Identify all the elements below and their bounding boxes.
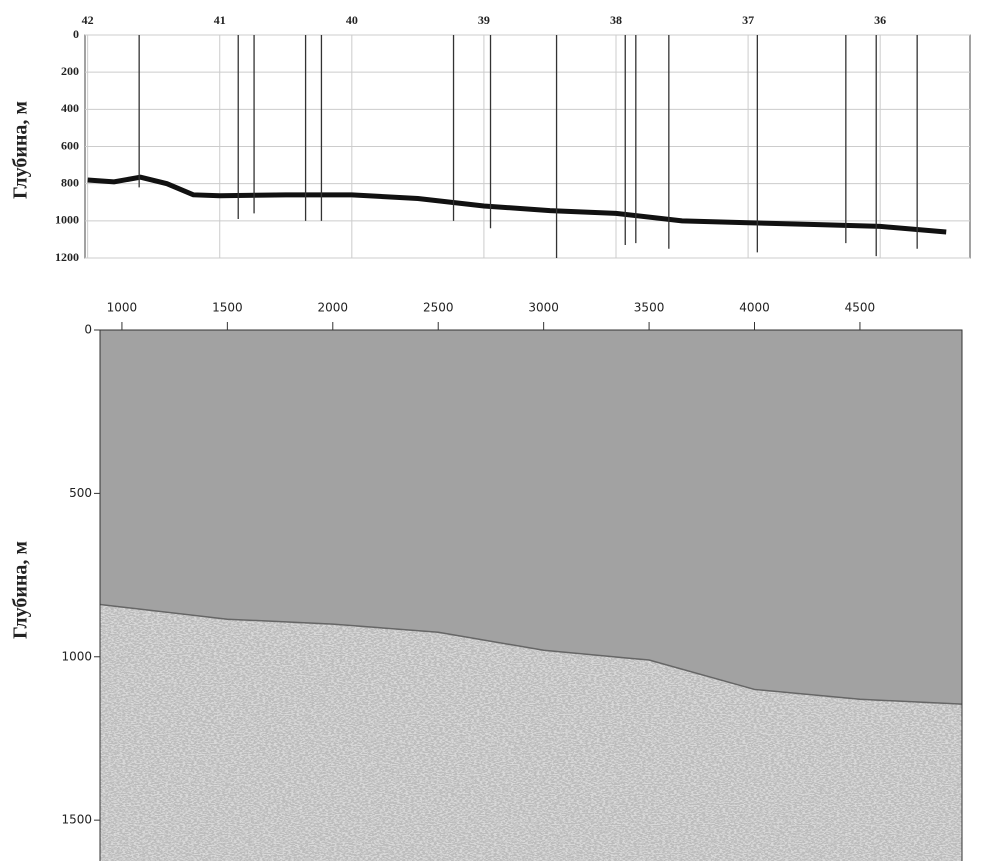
x-tick-label: 41 bbox=[214, 13, 226, 27]
x-tick-label: 37 bbox=[742, 13, 754, 27]
x-tick-label: 40 bbox=[346, 13, 358, 27]
x-tick-label: 38 bbox=[610, 13, 622, 27]
x-tick-label: 1500 bbox=[212, 301, 243, 315]
x-tick-label: 4500 bbox=[845, 301, 876, 315]
depth-line bbox=[87, 174, 947, 235]
x-tick-label: 4000 bbox=[739, 301, 770, 315]
y-tick-label: 0 bbox=[73, 27, 79, 41]
y-axis-label: Глубина, м bbox=[10, 541, 32, 639]
x-tick-label: 3500 bbox=[634, 301, 665, 315]
x-tick-label: 36 bbox=[874, 13, 886, 27]
x-tick-label: 1000 bbox=[107, 301, 138, 315]
y-tick-label: 1500 bbox=[61, 813, 92, 827]
y-tick-label: 400 bbox=[61, 101, 79, 115]
x-tick-label: 3000 bbox=[528, 301, 559, 315]
y-tick-label: 1000 bbox=[61, 649, 92, 663]
y-axis-label: Глубина, м bbox=[10, 101, 32, 199]
y-tick-label: 1000 bbox=[55, 213, 79, 227]
y-tick-label: 1200 bbox=[55, 250, 79, 264]
y-tick-label: 500 bbox=[69, 486, 92, 500]
seafloor bbox=[99, 603, 963, 705]
x-tick-label: 2500 bbox=[423, 301, 454, 315]
y-tick-label: 600 bbox=[61, 138, 79, 152]
x-tick-label: 42 bbox=[82, 13, 94, 27]
x-tick-label: 39 bbox=[478, 13, 490, 27]
y-tick-label: 0 bbox=[84, 323, 92, 337]
y-tick-label: 200 bbox=[61, 64, 79, 78]
axis-frame bbox=[99, 329, 963, 861]
x-tick-label: 2000 bbox=[318, 301, 349, 315]
y-tick-label: 800 bbox=[61, 175, 79, 189]
